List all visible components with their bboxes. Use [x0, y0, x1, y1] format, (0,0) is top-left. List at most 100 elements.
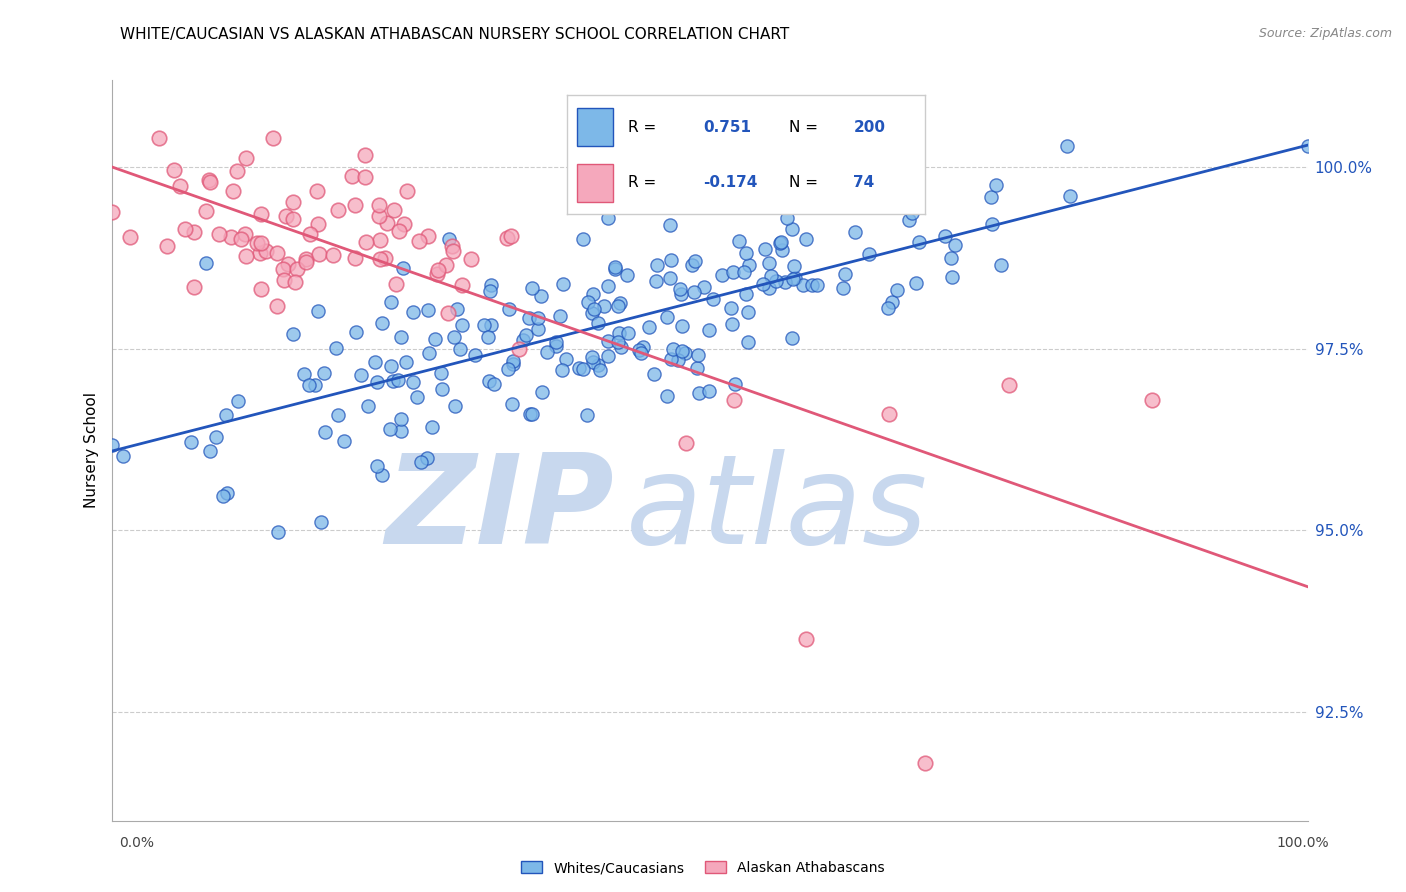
Point — [294, 252, 316, 266]
Point — [555, 351, 578, 366]
Point — [662, 342, 685, 356]
Point — [388, 223, 411, 237]
Point — [723, 392, 745, 407]
Point — [1059, 189, 1081, 203]
Point — [520, 280, 543, 294]
Point — [387, 373, 409, 387]
Point — [434, 259, 457, 273]
Point — [1142, 392, 1164, 407]
Point — [688, 348, 710, 362]
Point — [212, 490, 235, 504]
Point — [219, 230, 242, 244]
Point — [423, 332, 446, 346]
Point — [402, 375, 425, 389]
Text: 0.0%: 0.0% — [120, 836, 155, 850]
Point — [222, 184, 245, 198]
Point — [697, 384, 720, 399]
Point — [737, 304, 759, 318]
Point — [596, 334, 619, 348]
Point — [733, 265, 755, 279]
Point — [998, 378, 1021, 392]
Point — [281, 212, 304, 227]
Point — [298, 378, 321, 392]
Point — [688, 385, 710, 400]
Point — [443, 330, 465, 344]
Text: 100.0%: 100.0% — [1277, 836, 1329, 850]
Point — [350, 368, 373, 383]
Point — [586, 316, 609, 330]
Point — [669, 286, 692, 301]
Point — [502, 354, 524, 368]
Point — [671, 344, 693, 359]
Point — [479, 318, 502, 332]
Point — [1056, 138, 1078, 153]
Point — [325, 341, 347, 355]
Point — [607, 299, 630, 313]
Point — [389, 424, 412, 438]
Point — [772, 244, 794, 258]
Point — [380, 295, 402, 310]
Point — [169, 178, 191, 193]
Point — [343, 198, 366, 212]
Point — [675, 436, 697, 450]
Point — [363, 355, 385, 369]
Point — [183, 225, 205, 239]
Point — [572, 362, 595, 376]
Point — [692, 280, 714, 294]
Point — [530, 384, 553, 399]
Point — [800, 278, 823, 293]
Point — [477, 330, 499, 344]
Point — [630, 346, 652, 360]
Point — [759, 269, 782, 284]
Point — [389, 412, 412, 426]
Point — [675, 346, 697, 360]
Point — [794, 632, 817, 647]
Point — [478, 374, 501, 388]
Point — [233, 227, 256, 241]
Point — [354, 148, 377, 162]
Point — [450, 278, 472, 293]
Point — [551, 277, 574, 292]
Point — [418, 346, 440, 360]
Point — [195, 203, 218, 218]
Point — [898, 213, 921, 227]
Point — [770, 235, 793, 249]
Point — [307, 217, 329, 231]
Point — [322, 248, 344, 262]
Point — [342, 169, 364, 183]
Point — [249, 245, 271, 260]
Point — [148, 131, 170, 145]
Point — [277, 257, 299, 271]
Point — [794, 232, 817, 246]
Point — [479, 277, 502, 292]
Point — [637, 320, 659, 334]
Point — [446, 301, 468, 316]
Point — [101, 438, 124, 452]
Point — [530, 289, 553, 303]
Point — [721, 318, 744, 332]
Point — [375, 216, 398, 230]
Point — [1296, 138, 1319, 153]
Point — [163, 163, 186, 178]
Point — [496, 362, 519, 376]
Point — [308, 246, 330, 260]
Point — [346, 325, 368, 339]
Point — [449, 342, 471, 356]
Point — [262, 131, 284, 145]
Point — [551, 362, 574, 376]
Point — [546, 339, 568, 353]
Point — [101, 205, 124, 219]
Point — [508, 342, 530, 356]
Point — [235, 248, 257, 262]
Point — [198, 172, 221, 186]
Point — [908, 235, 931, 249]
Point — [444, 400, 467, 414]
Point — [156, 239, 179, 253]
Point — [356, 235, 378, 250]
Point — [183, 280, 205, 294]
Point — [617, 326, 640, 341]
Point — [572, 232, 595, 246]
Point — [198, 175, 221, 189]
Point — [775, 211, 797, 225]
Point — [644, 274, 666, 288]
